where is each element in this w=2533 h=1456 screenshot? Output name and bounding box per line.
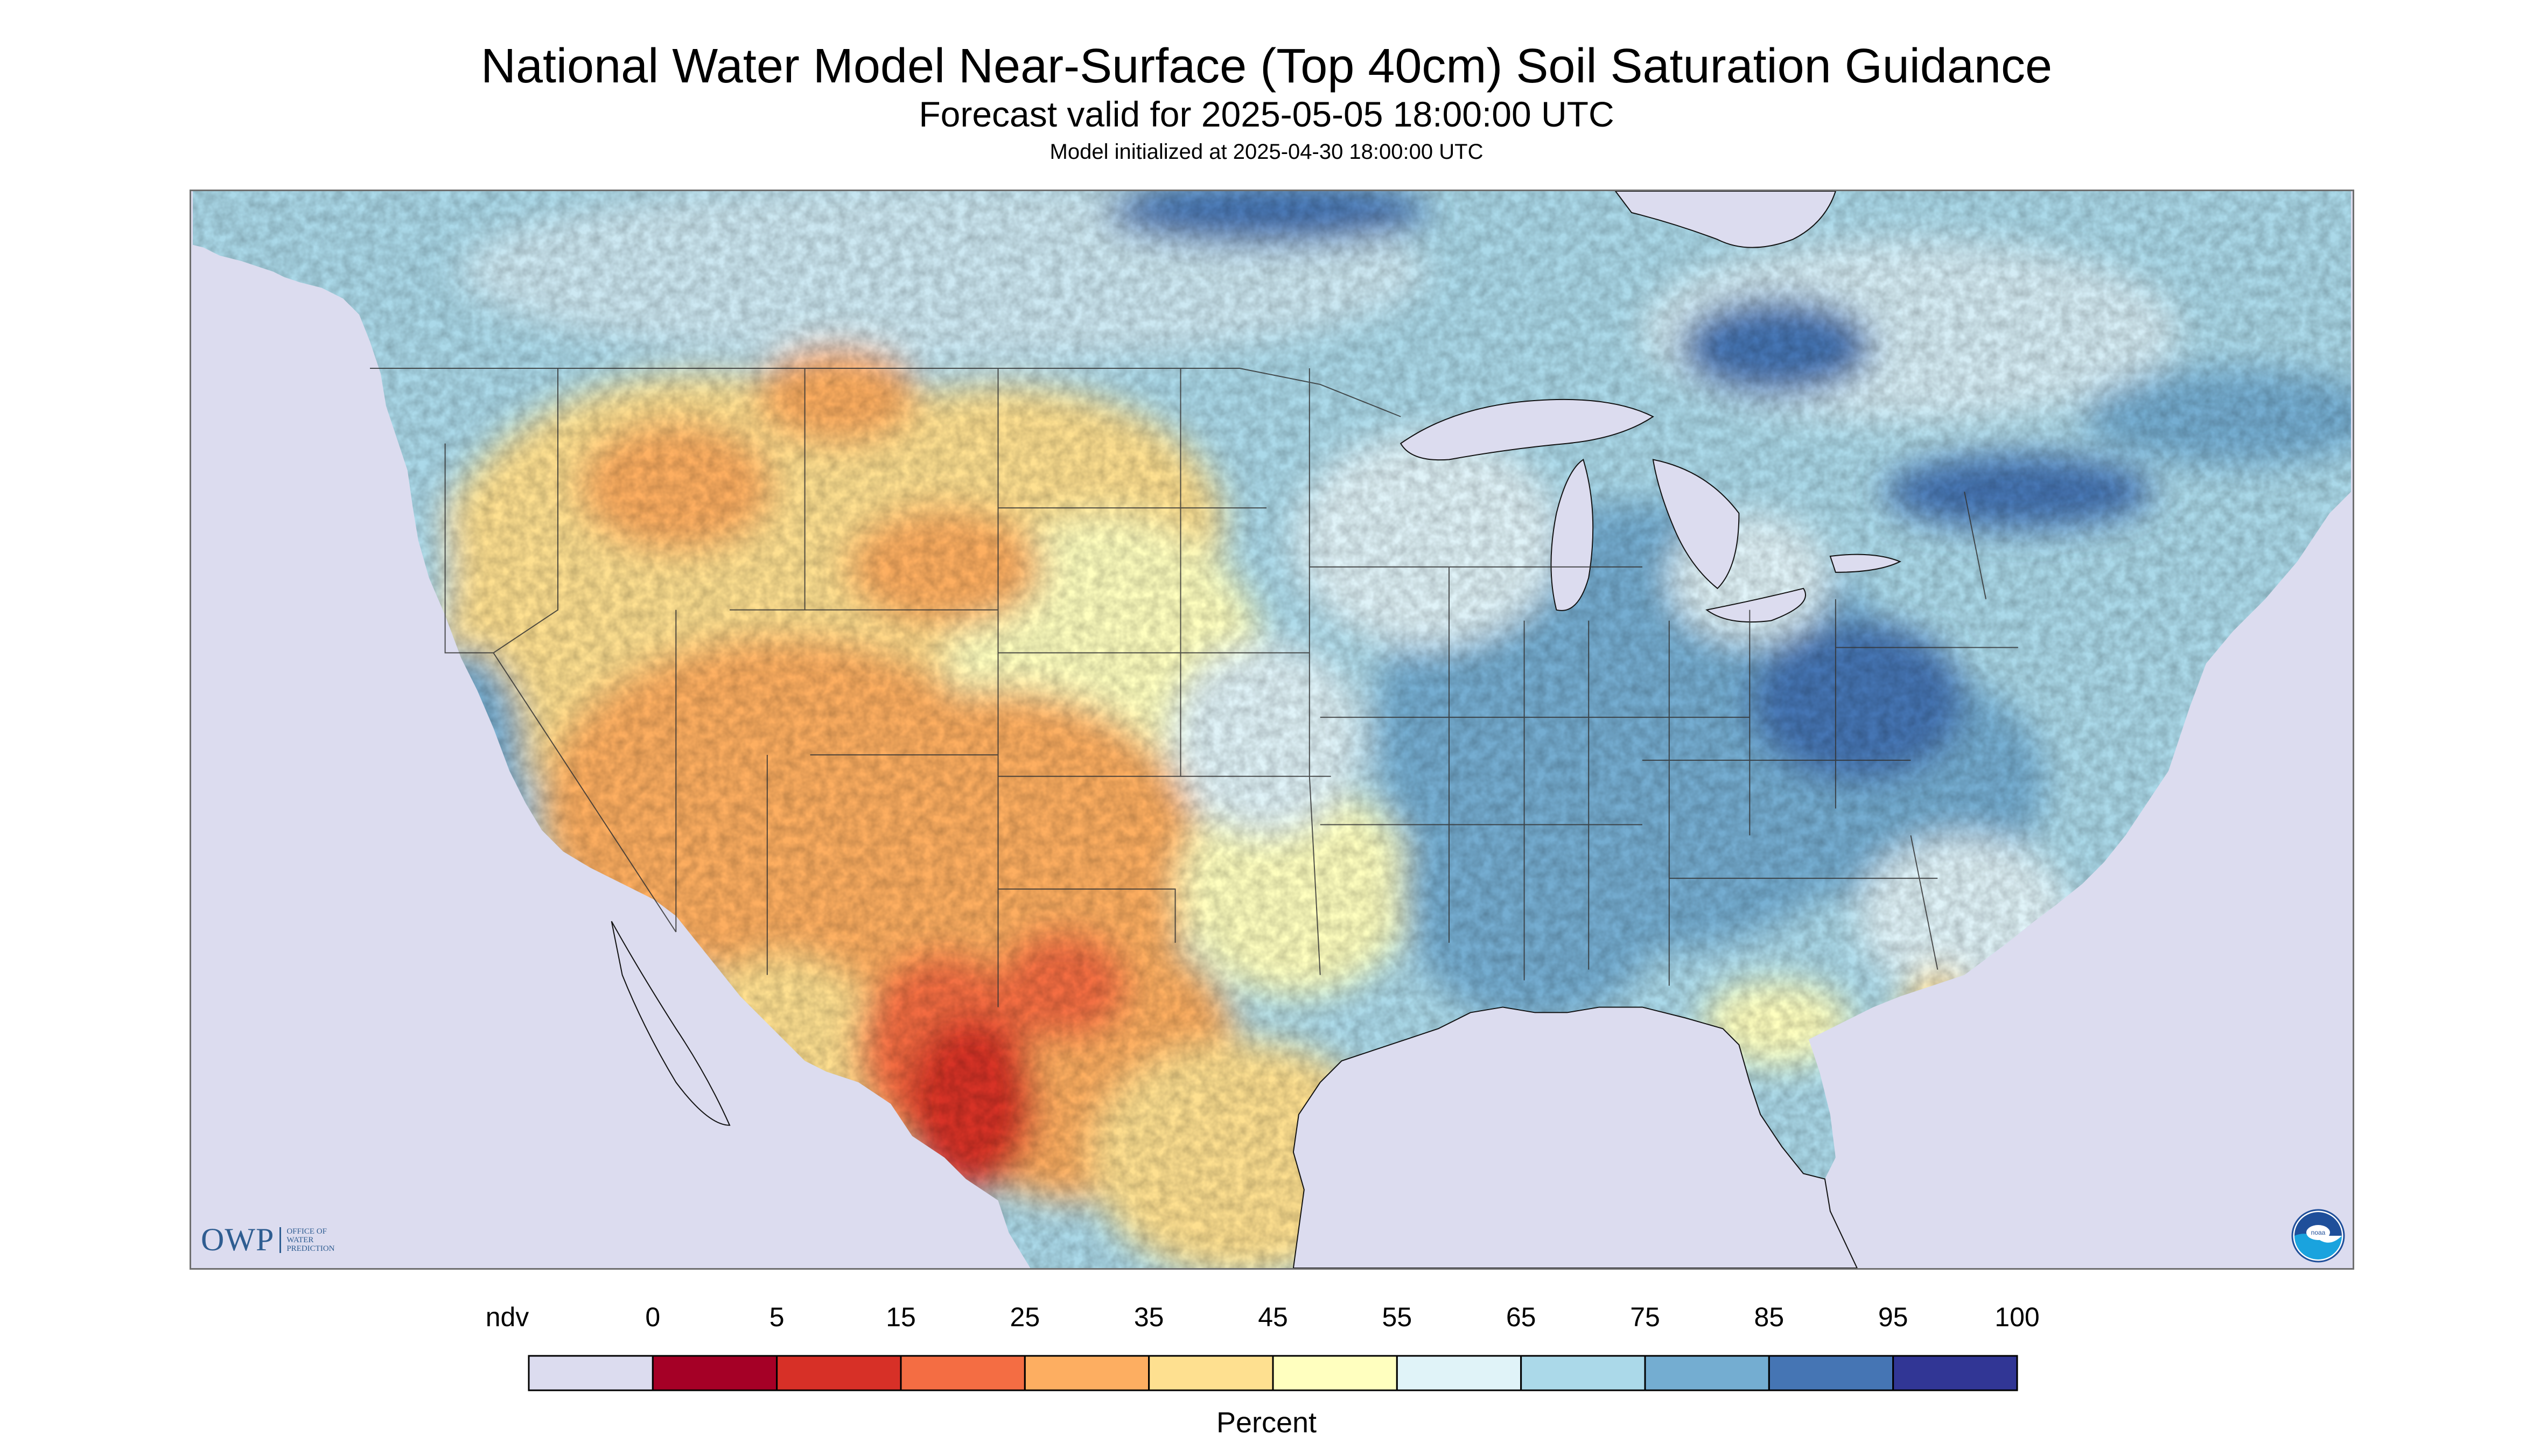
legend-tick-100: 100 — [1995, 1302, 2040, 1332]
legend-swatch-95-100 — [1892, 1355, 2018, 1391]
svg-text:noaa: noaa — [2311, 1229, 2326, 1236]
legend-tick-0: 0 — [645, 1302, 661, 1332]
legend-tick-35: 35 — [1133, 1302, 1164, 1332]
legend-colorbar — [528, 1355, 2018, 1391]
legend-ndv-label: ndv — [485, 1302, 529, 1332]
legend-swatch-45-55 — [1272, 1355, 1398, 1391]
legend-swatch-85-95 — [1768, 1355, 1894, 1391]
legend-tick-25: 25 — [1010, 1302, 1040, 1332]
legend-unit: Percent — [1216, 1406, 1317, 1439]
map-title: National Water Model Near-Surface (Top 4… — [480, 39, 2052, 93]
legend-tick-55: 55 — [1382, 1302, 1412, 1332]
legend-swatch-0-5 — [652, 1355, 778, 1391]
legend-swatch-ndv — [528, 1355, 654, 1391]
map-canvas — [193, 191, 2351, 1268]
forecast-valid-time: Forecast valid for 2025-05-05 18:00:00 U… — [919, 94, 1614, 134]
legend-swatch-55-65 — [1396, 1355, 1522, 1391]
owp-logo-text: OWP — [201, 1222, 275, 1257]
legend-tick-75: 75 — [1630, 1302, 1660, 1332]
legend-swatch-15-25 — [900, 1355, 1026, 1391]
legend-tick-85: 85 — [1754, 1302, 1785, 1332]
noaa-logo: noaa — [2291, 1209, 2345, 1263]
owp-logo: OWP OFFICE OF WATER PREDICTION — [201, 1221, 335, 1258]
legend-swatch-75-85 — [1644, 1355, 1770, 1391]
legend-swatch-5-15 — [776, 1355, 902, 1391]
legend-tick-15: 15 — [886, 1302, 916, 1332]
legend-tick-45: 45 — [1258, 1302, 1288, 1332]
legend-swatch-65-75 — [1520, 1355, 1646, 1391]
legend-tick-65: 65 — [1506, 1302, 1536, 1332]
legend-swatch-25-35 — [1024, 1355, 1150, 1391]
soil-saturation-map: OWP OFFICE OF WATER PREDICTION noaa — [190, 190, 2354, 1270]
model-init-time: Model initialized at 2025-04-30 18:00:00… — [1049, 140, 1484, 164]
legend-tick-95: 95 — [1878, 1302, 1908, 1332]
owp-logo-subtitle: OFFICE OF WATER PREDICTION — [279, 1227, 335, 1253]
legend-tick-5: 5 — [769, 1302, 785, 1332]
legend-swatch-35-45 — [1148, 1355, 1274, 1391]
